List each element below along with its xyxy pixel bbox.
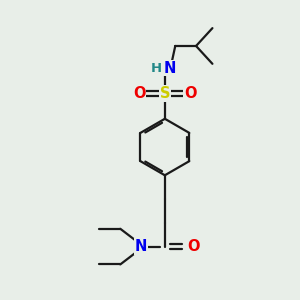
Text: O: O — [188, 239, 200, 254]
Text: H: H — [151, 62, 162, 75]
Text: O: O — [184, 86, 197, 101]
Text: O: O — [133, 86, 146, 101]
Text: S: S — [160, 86, 170, 101]
Text: N: N — [163, 61, 176, 76]
Text: N: N — [135, 239, 147, 254]
